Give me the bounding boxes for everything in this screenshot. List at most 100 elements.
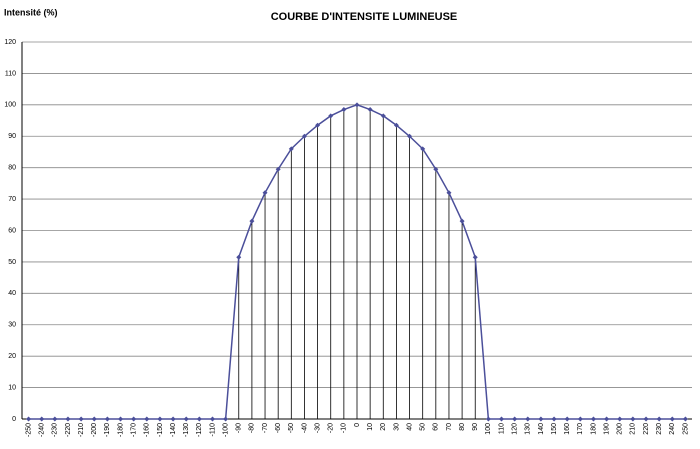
point <box>512 416 518 422</box>
point <box>433 166 439 172</box>
y-tick-label: 80 <box>8 165 16 172</box>
point <box>144 416 150 422</box>
point <box>669 416 675 422</box>
point <box>459 218 465 224</box>
chart-title: COURBE D'INTENSITE LUMINEUSE <box>271 11 458 23</box>
x-tick-label: 220 <box>643 423 650 435</box>
x-tick-label: 160 <box>564 423 571 435</box>
x-tick-label: -120 <box>196 423 203 437</box>
point <box>604 416 610 422</box>
point <box>617 416 623 422</box>
point <box>301 133 307 139</box>
point <box>170 416 176 422</box>
point <box>630 416 636 422</box>
x-tick-label: 110 <box>498 423 505 434</box>
x-tick-label: 150 <box>551 423 558 435</box>
point <box>643 416 649 422</box>
y-tick-label: 90 <box>8 133 16 140</box>
point <box>209 416 215 422</box>
y-tick-label: 110 <box>5 70 16 77</box>
x-tick-label: 180 <box>590 423 597 435</box>
point <box>52 416 58 422</box>
x-tick-label: -20 <box>328 423 335 433</box>
x-tick-label: 90 <box>472 423 479 431</box>
point <box>39 416 45 422</box>
point <box>65 416 71 422</box>
x-tick-label: 200 <box>617 423 624 435</box>
point <box>551 416 557 422</box>
x-tick-label: 30 <box>393 423 400 431</box>
point <box>472 254 478 260</box>
point <box>131 416 137 422</box>
point <box>249 218 255 224</box>
point <box>157 416 163 422</box>
point <box>590 416 596 422</box>
y-tick-label: 70 <box>8 196 16 203</box>
x-tick-label: -190 <box>104 423 111 437</box>
point <box>315 122 321 128</box>
point <box>420 146 426 152</box>
y-tick-label: 10 <box>8 384 16 391</box>
x-tick-label: -70 <box>262 423 269 433</box>
x-tick-label: -90 <box>236 423 243 433</box>
x-tick-label: -40 <box>301 423 308 433</box>
point <box>380 113 386 119</box>
x-tick-label: 0 <box>354 423 361 427</box>
point <box>485 416 491 422</box>
y-tick-label: 30 <box>8 322 16 329</box>
y-tick-label: 60 <box>8 227 16 234</box>
x-tick-label: -210 <box>78 423 85 437</box>
x-tick-label: 140 <box>538 423 545 435</box>
x-tick-label: -250 <box>25 423 32 437</box>
point <box>236 254 242 260</box>
x-tick-label: -180 <box>117 423 124 437</box>
point <box>183 416 189 422</box>
x-tick-label: -30 <box>314 423 321 433</box>
point <box>564 416 570 422</box>
x-tick-label: -60 <box>275 423 282 433</box>
x-tick-label: -150 <box>157 423 164 437</box>
point <box>78 416 84 422</box>
x-tick-label: -130 <box>183 423 190 437</box>
y-tick-label: 120 <box>4 39 16 46</box>
x-tick-label: -170 <box>131 423 138 437</box>
x-tick-label: -220 <box>65 423 72 437</box>
x-tick-label: 50 <box>420 423 427 431</box>
point <box>275 166 281 172</box>
point <box>577 416 583 422</box>
x-tick-label: 40 <box>406 423 413 431</box>
x-tick-label: 60 <box>433 423 440 431</box>
point <box>104 416 110 422</box>
y-tick-label: 50 <box>8 259 16 266</box>
x-tick-label: 70 <box>446 423 453 431</box>
x-tick-label: 120 <box>511 423 518 435</box>
point <box>262 190 268 196</box>
x-tick-label: 20 <box>380 423 387 431</box>
x-tick-label: -230 <box>52 423 59 437</box>
point <box>91 416 97 422</box>
point <box>26 416 32 422</box>
y-tick-label: 20 <box>8 353 16 360</box>
y-tick-label: 40 <box>8 290 16 297</box>
point <box>328 113 334 119</box>
y-tick-label: 0 <box>12 416 16 423</box>
x-tick-label: 190 <box>603 423 610 435</box>
x-tick-label: 100 <box>485 423 492 435</box>
x-tick-label: 230 <box>656 423 663 435</box>
x-tick-label: -80 <box>249 423 256 433</box>
x-tick-label: -100 <box>222 423 229 437</box>
x-tick-label: 130 <box>525 423 532 435</box>
point <box>525 416 531 422</box>
x-tick-label: -110 <box>209 423 216 437</box>
y-tick-label: 100 <box>4 102 16 109</box>
x-tick-label: -50 <box>288 423 295 433</box>
point <box>407 133 413 139</box>
x-tick-label: -140 <box>170 423 177 437</box>
x-tick-label: -160 <box>144 423 151 437</box>
x-tick-label: -10 <box>341 423 348 433</box>
point <box>354 102 360 108</box>
point <box>446 190 452 196</box>
x-tick-label: -240 <box>39 423 46 437</box>
